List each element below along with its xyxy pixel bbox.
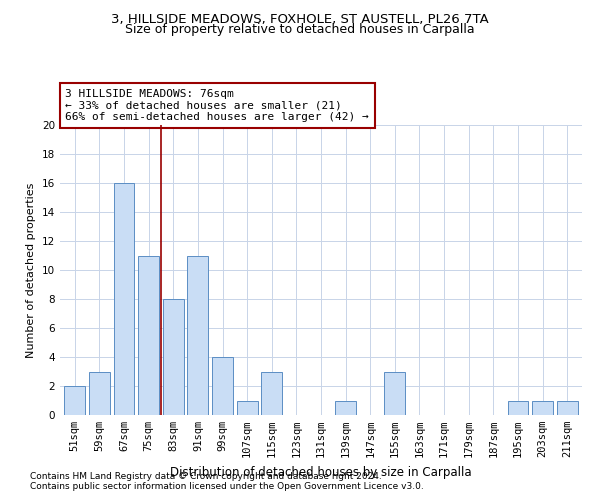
Bar bbox=[385, 372, 406, 415]
Bar bbox=[187, 256, 208, 415]
Y-axis label: Number of detached properties: Number of detached properties bbox=[26, 182, 37, 358]
Text: 3, HILLSIDE MEADOWS, FOXHOLE, ST AUSTELL, PL26 7TA: 3, HILLSIDE MEADOWS, FOXHOLE, ST AUSTELL… bbox=[111, 12, 489, 26]
Text: Contains HM Land Registry data © Crown copyright and database right 2024.: Contains HM Land Registry data © Crown c… bbox=[30, 472, 382, 481]
Bar bbox=[113, 183, 134, 415]
Bar bbox=[236, 400, 257, 415]
Text: 3 HILLSIDE MEADOWS: 76sqm
← 33% of detached houses are smaller (21)
66% of semi-: 3 HILLSIDE MEADOWS: 76sqm ← 33% of detac… bbox=[65, 89, 369, 122]
Text: Size of property relative to detached houses in Carpalla: Size of property relative to detached ho… bbox=[125, 22, 475, 36]
Bar bbox=[64, 386, 85, 415]
Bar bbox=[335, 400, 356, 415]
Bar bbox=[532, 400, 553, 415]
Text: Contains public sector information licensed under the Open Government Licence v3: Contains public sector information licen… bbox=[30, 482, 424, 491]
Bar bbox=[89, 372, 110, 415]
Bar bbox=[138, 256, 159, 415]
Bar bbox=[557, 400, 578, 415]
Bar bbox=[212, 357, 233, 415]
X-axis label: Distribution of detached houses by size in Carpalla: Distribution of detached houses by size … bbox=[170, 466, 472, 478]
Bar bbox=[261, 372, 282, 415]
Bar bbox=[163, 299, 184, 415]
Bar bbox=[508, 400, 529, 415]
